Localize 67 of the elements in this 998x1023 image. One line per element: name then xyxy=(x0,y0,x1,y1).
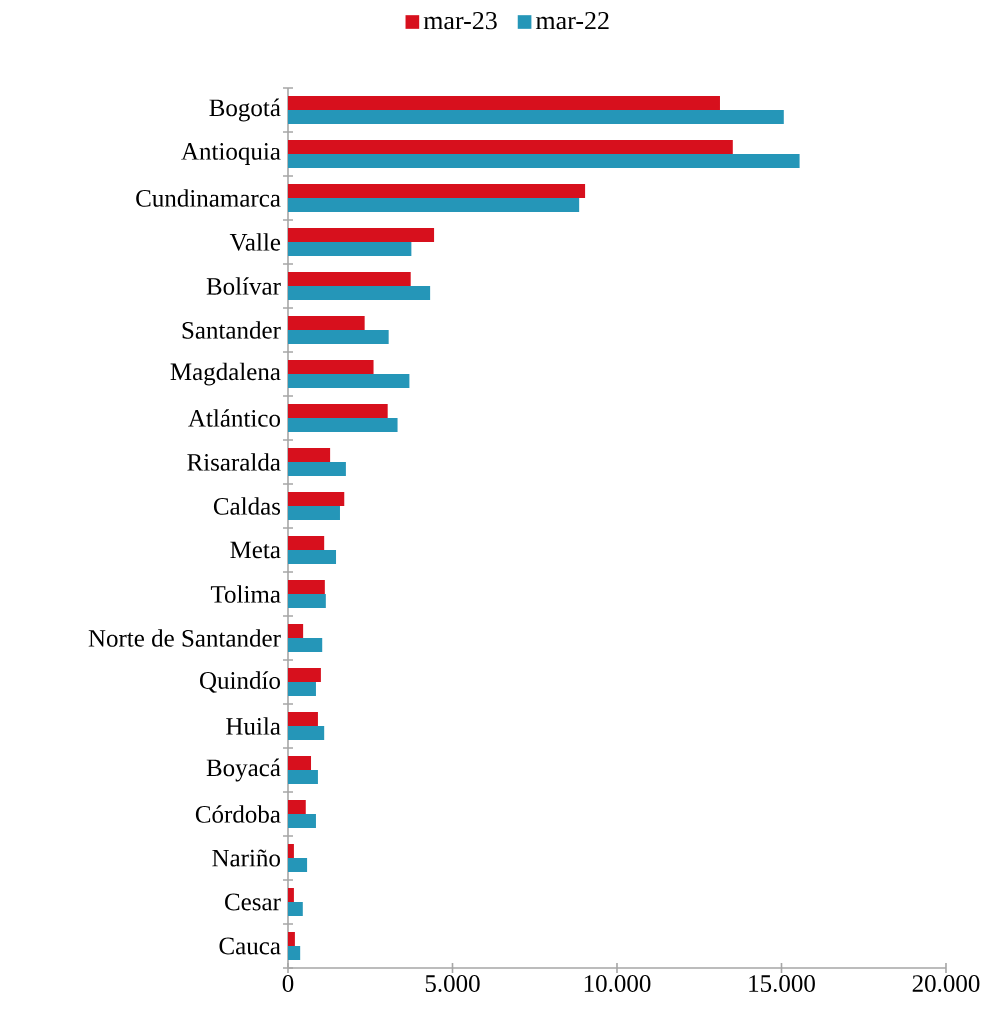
y-tick-label: Huila xyxy=(226,717,281,735)
bar xyxy=(288,931,295,947)
bar xyxy=(288,139,733,155)
bar xyxy=(288,242,412,257)
bar xyxy=(288,594,326,609)
y-tick-label: Risaralda xyxy=(187,453,281,471)
bar xyxy=(288,154,800,169)
x-tick-label: 5.000 xyxy=(425,975,480,993)
y-tick-label: Córdoba xyxy=(195,805,281,823)
bar xyxy=(288,638,323,653)
y-tick-label: Meta xyxy=(230,541,281,559)
y-tick-label: Cesar xyxy=(225,893,281,911)
bar xyxy=(288,814,316,829)
y-tick-label: Valle xyxy=(229,233,281,251)
bar xyxy=(288,110,784,125)
bar xyxy=(288,447,331,463)
bar xyxy=(288,682,316,697)
bar xyxy=(288,491,345,507)
y-tick-label: Antioquia xyxy=(181,143,281,165)
y-tick-label: Cundinamarca xyxy=(136,189,281,207)
bar xyxy=(288,799,306,815)
x-tick-label: 20.000 xyxy=(912,975,980,993)
y-tick-label: Magdalena xyxy=(170,362,281,386)
bar xyxy=(288,550,337,565)
y-tick-label: Cauca xyxy=(219,937,281,955)
x-tick-label: 0 xyxy=(282,975,294,992)
y-tick-label: Caldas xyxy=(213,497,281,515)
y-tick-label: Norte de Santander xyxy=(88,629,281,647)
bar xyxy=(288,579,325,595)
y-tick-label: Boyacá xyxy=(206,758,281,782)
bar xyxy=(288,315,365,331)
bar xyxy=(288,227,435,243)
bar xyxy=(288,403,388,419)
legend-label: mar-22 xyxy=(535,11,609,30)
y-tick-label: Quindío xyxy=(200,671,280,693)
bar xyxy=(288,535,325,551)
bar xyxy=(288,271,411,287)
y-tick-label: Bolívar xyxy=(206,277,281,295)
x-tick-label: 10.000 xyxy=(584,975,651,993)
bar xyxy=(288,902,303,917)
bar xyxy=(288,623,304,639)
y-tick-label: Nariño xyxy=(212,849,280,867)
bar xyxy=(288,755,312,771)
y-tick-label: Bogotá xyxy=(209,98,281,122)
bar xyxy=(288,711,318,727)
legend-label: mar-23 xyxy=(423,11,497,30)
bar xyxy=(288,843,294,859)
bar xyxy=(288,418,398,433)
bar xyxy=(288,726,325,741)
bar xyxy=(288,946,301,961)
x-tick-label: 15.000 xyxy=(749,975,815,993)
bar xyxy=(288,330,389,345)
bar xyxy=(288,359,374,375)
y-tick-label: Atlántico xyxy=(188,409,280,427)
bar xyxy=(288,95,720,111)
y-tick-label: Tolima xyxy=(210,585,281,603)
bar xyxy=(288,858,308,873)
bar xyxy=(288,374,410,389)
bar xyxy=(288,198,580,213)
bar xyxy=(288,462,346,477)
bar xyxy=(288,770,318,785)
bar xyxy=(288,286,431,301)
bar xyxy=(288,183,586,199)
bar xyxy=(288,506,340,521)
y-tick-label: Santander xyxy=(182,321,281,339)
bar xyxy=(288,887,294,903)
bar xyxy=(288,667,321,683)
